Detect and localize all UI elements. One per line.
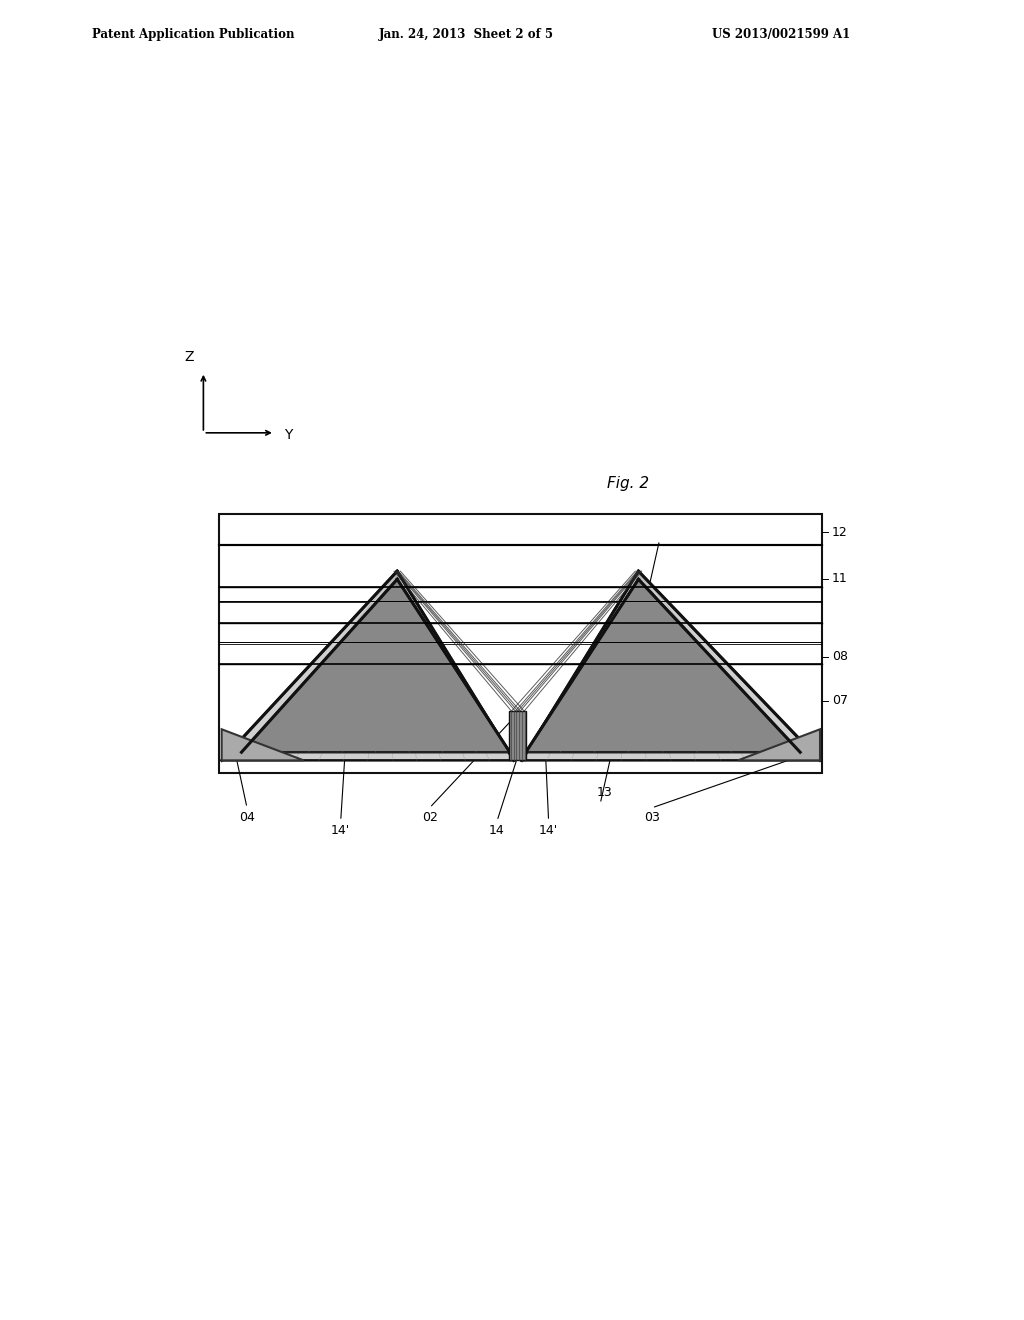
Polygon shape [221, 729, 304, 760]
Text: Patent Application Publication: Patent Application Publication [92, 28, 295, 41]
Text: 07: 07 [831, 694, 848, 708]
Text: 08: 08 [831, 651, 848, 663]
Text: Fig. 2: Fig. 2 [607, 477, 649, 491]
Polygon shape [242, 579, 510, 752]
Text: 12: 12 [831, 525, 848, 539]
Text: 14: 14 [489, 824, 505, 837]
Text: 14': 14' [331, 824, 350, 837]
Text: 04: 04 [239, 810, 255, 824]
Text: 13: 13 [596, 785, 612, 799]
Text: Jan. 24, 2013  Sheet 2 of 5: Jan. 24, 2013 Sheet 2 of 5 [379, 28, 554, 41]
Text: 03: 03 [644, 810, 659, 824]
Text: Z: Z [184, 350, 194, 364]
Polygon shape [221, 572, 514, 760]
Polygon shape [525, 579, 800, 752]
Text: 14': 14' [539, 824, 558, 837]
Text: US 2013/0021599 A1: US 2013/0021599 A1 [712, 28, 850, 41]
Polygon shape [738, 729, 820, 760]
Text: 02: 02 [422, 810, 437, 824]
Polygon shape [522, 572, 820, 760]
Text: Y: Y [285, 428, 293, 442]
Bar [509, 711, 526, 760]
Bar [219, 515, 822, 774]
Text: 11: 11 [831, 573, 848, 586]
